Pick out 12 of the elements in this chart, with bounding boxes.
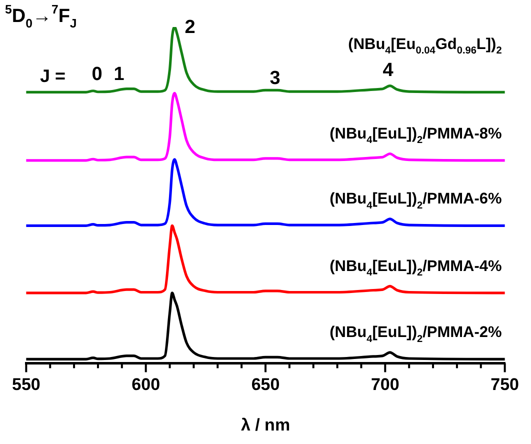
annotation: 0 [92,64,102,85]
annotation: 4 [382,60,394,81]
x-tick-label: 550 [12,375,40,394]
x-tick-label: 650 [251,375,280,394]
annotation: 1 [114,64,125,85]
x-tick-label: 600 [132,375,160,394]
x-tick-label: 750 [490,375,520,394]
annotation: 3 [270,68,280,89]
x-tick-label: 700 [370,375,400,394]
x-axis-title: λ / nm [240,415,290,434]
annotation: 2 [184,17,196,38]
annotation: J = [40,66,66,86]
